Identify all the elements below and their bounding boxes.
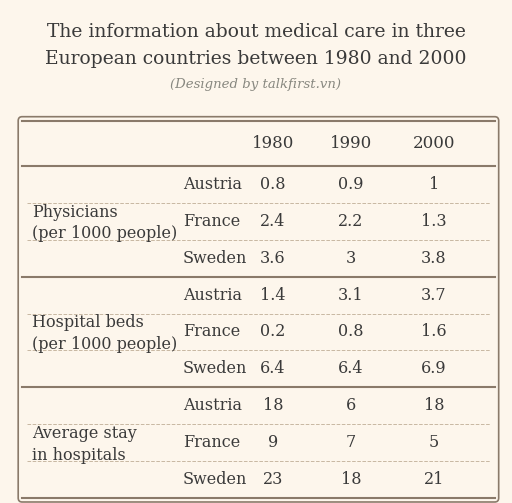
- Text: 23: 23: [263, 471, 283, 488]
- Text: 1990: 1990: [330, 135, 372, 152]
- Text: Austria: Austria: [183, 176, 242, 193]
- Text: (per 1000 people): (per 1000 people): [32, 336, 177, 353]
- Text: 2000: 2000: [413, 135, 455, 152]
- Text: Austria: Austria: [183, 397, 242, 414]
- Text: 3: 3: [346, 249, 356, 267]
- Text: The information about medical care in three: The information about medical care in th…: [47, 23, 465, 41]
- Text: 6.4: 6.4: [338, 360, 364, 377]
- Text: Average stay: Average stay: [32, 425, 137, 442]
- Text: 1980: 1980: [252, 135, 294, 152]
- Text: 18: 18: [341, 471, 361, 488]
- Text: France: France: [183, 434, 240, 451]
- Text: (per 1000 people): (per 1000 people): [32, 225, 177, 242]
- Text: 6.9: 6.9: [421, 360, 446, 377]
- Text: 0.8: 0.8: [260, 176, 286, 193]
- Text: 6: 6: [346, 397, 356, 414]
- Text: in hospitals: in hospitals: [32, 447, 125, 464]
- Text: 0.8: 0.8: [338, 323, 364, 341]
- Text: France: France: [183, 323, 240, 341]
- Text: 0.2: 0.2: [261, 323, 286, 341]
- Text: 2.4: 2.4: [261, 213, 286, 230]
- Text: 7: 7: [346, 434, 356, 451]
- Text: 6.4: 6.4: [260, 360, 286, 377]
- Text: Sweden: Sweden: [183, 360, 247, 377]
- Text: 1.3: 1.3: [421, 213, 446, 230]
- Text: European countries between 1980 and 2000: European countries between 1980 and 2000: [45, 50, 467, 68]
- Text: 9: 9: [268, 434, 278, 451]
- Text: 3.6: 3.6: [260, 249, 286, 267]
- Text: Sweden: Sweden: [183, 249, 247, 267]
- Text: 3.1: 3.1: [338, 287, 364, 304]
- Text: 1: 1: [429, 176, 439, 193]
- Text: (Designed by talkfirst.vn): (Designed by talkfirst.vn): [170, 78, 342, 91]
- FancyBboxPatch shape: [18, 117, 499, 502]
- Text: 2.2: 2.2: [338, 213, 364, 230]
- Text: 1.6: 1.6: [421, 323, 446, 341]
- Text: Sweden: Sweden: [183, 471, 247, 488]
- Text: 0.9: 0.9: [338, 176, 364, 193]
- Text: 5: 5: [429, 434, 439, 451]
- Text: 18: 18: [423, 397, 444, 414]
- Text: 1.4: 1.4: [260, 287, 286, 304]
- Text: 21: 21: [423, 471, 444, 488]
- Text: Austria: Austria: [183, 287, 242, 304]
- Text: Hospital beds: Hospital beds: [32, 314, 144, 331]
- Text: 3.7: 3.7: [421, 287, 446, 304]
- Text: Physicians: Physicians: [32, 204, 118, 221]
- Text: 3.8: 3.8: [421, 249, 446, 267]
- Text: 18: 18: [263, 397, 283, 414]
- Text: France: France: [183, 213, 240, 230]
